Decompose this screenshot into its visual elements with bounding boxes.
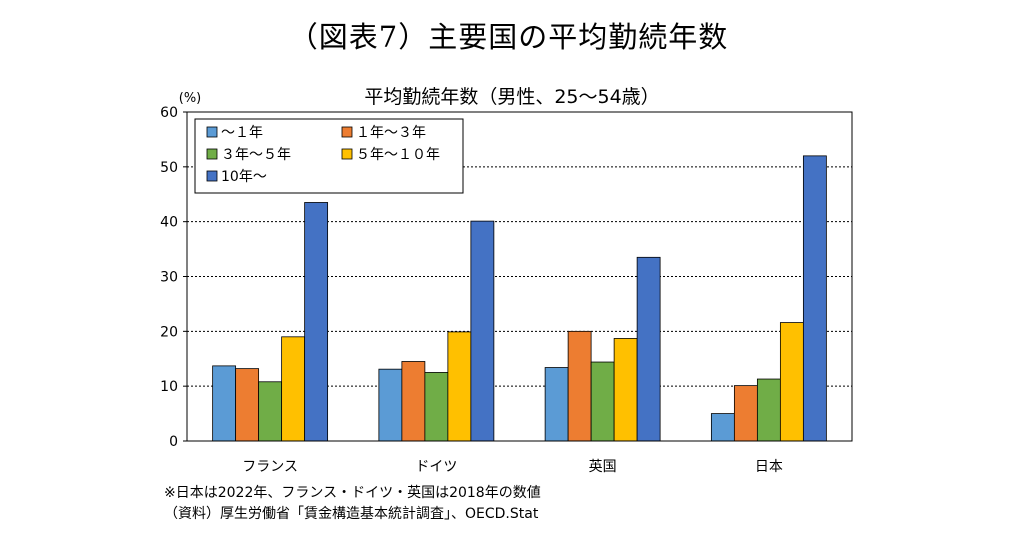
chart-legend: ～１年 １年～３年 ３年～５年 ５年～１０年 10年～ (194, 118, 464, 194)
bar (710, 413, 735, 442)
plot-area (186, 111, 853, 442)
bar (567, 330, 592, 442)
y-tick-label: 50 (160, 160, 178, 176)
bar (281, 336, 306, 442)
figure-title: （図表7）主要国の平均勤続年数 (288, 20, 729, 54)
bar (401, 361, 426, 442)
y-tick-label: 20 (160, 324, 178, 340)
y-axis-unit-label: (%) (179, 91, 202, 106)
legend-label: ５年～１０年 (356, 147, 440, 163)
bar (304, 202, 329, 442)
bar (733, 385, 758, 442)
legend-swatch (341, 148, 353, 160)
legend-swatch (341, 126, 353, 138)
legend-label: 10年～ (221, 169, 267, 185)
source-note: （資料）厚生労働省「賃金構造基本統計調査」、OECD.Stat (164, 506, 539, 522)
bar (378, 368, 403, 442)
legend-swatch (206, 170, 218, 182)
bar (779, 322, 804, 442)
legend-label: ３年～５年 (221, 147, 291, 163)
x-tick-label: 英国 (589, 458, 617, 475)
bar (212, 365, 237, 442)
bar (590, 361, 615, 442)
legend-swatch (206, 126, 218, 138)
legend-box (194, 118, 464, 194)
legend-label: １年～３年 (356, 125, 426, 141)
legend-label: ～１年 (221, 125, 263, 141)
bar (470, 220, 495, 442)
y-tick-label: 30 (160, 270, 178, 286)
bar (447, 331, 472, 442)
bar (636, 256, 661, 442)
bar (756, 378, 781, 442)
footnote: ※日本は2022年、フランス・ドイツ・英国は2018年の数値 (164, 485, 541, 501)
bar (424, 372, 449, 442)
bar (235, 368, 260, 442)
bar (544, 367, 569, 442)
bar (802, 155, 827, 442)
chart-title: 平均勤続年数（男性、25～54歳） (364, 86, 659, 108)
legend-swatch (206, 148, 218, 160)
y-tick-label: 60 (160, 105, 178, 121)
x-tick-label: フランス (242, 459, 298, 475)
x-tick-label: ドイツ (415, 459, 457, 475)
bar (258, 381, 283, 442)
bar (613, 338, 638, 442)
y-tick-label: 40 (160, 215, 178, 231)
y-tick-label: 10 (160, 379, 178, 395)
y-tick-label: 0 (169, 434, 178, 450)
x-tick-label: 日本 (755, 459, 783, 475)
